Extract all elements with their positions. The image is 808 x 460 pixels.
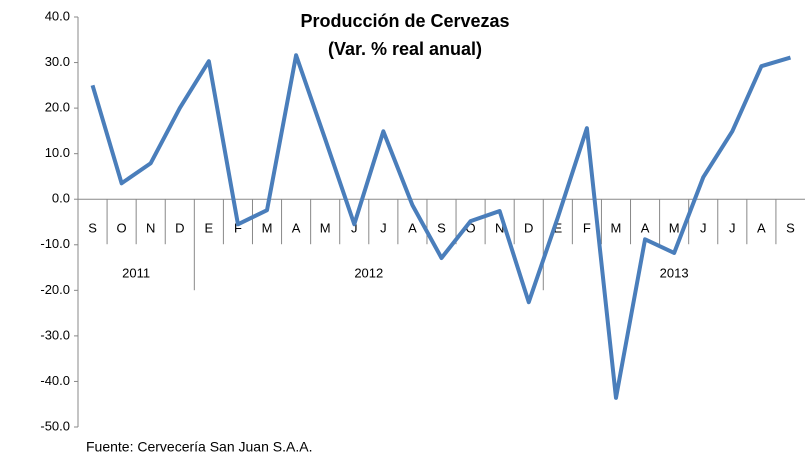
x-tick-label: N <box>146 221 155 236</box>
x-tick-label: E <box>553 221 562 236</box>
x-tick-label: F <box>234 221 242 236</box>
x-tick-label: N <box>495 221 504 236</box>
x-tick-label: A <box>292 221 301 236</box>
x-tick-label: S <box>437 221 446 236</box>
x-tick-label: A <box>757 221 766 236</box>
x-tick-label: A <box>408 221 417 236</box>
y-tick-label: 40.0 <box>45 8 70 23</box>
y-tick-label: -50.0 <box>40 418 70 433</box>
y-tick-label: 30.0 <box>45 54 70 69</box>
y-tick-label: -20.0 <box>40 282 70 297</box>
x-tick-label: S <box>786 221 795 236</box>
x-tick-label: F <box>583 221 591 236</box>
x-tick-label: A <box>641 221 650 236</box>
y-tick-label: -10.0 <box>40 236 70 251</box>
chart-subtitle: (Var. % real anual) <box>328 39 482 59</box>
group-label: 2011 <box>122 266 150 281</box>
x-tick-label: D <box>524 221 533 236</box>
x-tick-label: M <box>320 221 331 236</box>
x-tick-label: O <box>117 221 127 236</box>
x-tick-label: D <box>175 221 184 236</box>
x-tick-label: E <box>205 221 214 236</box>
y-tick-label: 0.0 <box>52 191 70 206</box>
source-note: Fuente: Cervecería San Juan S.A.A. <box>86 439 312 455</box>
x-tick-label: J <box>729 221 736 236</box>
x-tick-label: J <box>380 221 387 236</box>
data-line <box>90 53 792 400</box>
x-tick-label: S <box>88 221 97 236</box>
chart-title: Producción de Cervezas <box>300 11 509 31</box>
group-label: 2012 <box>354 266 383 281</box>
x-tick-label: M <box>611 221 622 236</box>
x-tick-label: M <box>669 221 680 236</box>
x-tick-label: O <box>466 221 476 236</box>
x-tick-label: J <box>700 221 707 236</box>
y-tick-label: -40.0 <box>40 373 70 388</box>
y-tick-label: -30.0 <box>40 327 70 342</box>
group-label: 2013 <box>660 266 689 281</box>
x-tick-label: J <box>351 221 358 236</box>
y-tick-label: 10.0 <box>45 145 70 160</box>
x-tick-label: M <box>262 221 273 236</box>
y-tick-label: 20.0 <box>45 100 70 115</box>
